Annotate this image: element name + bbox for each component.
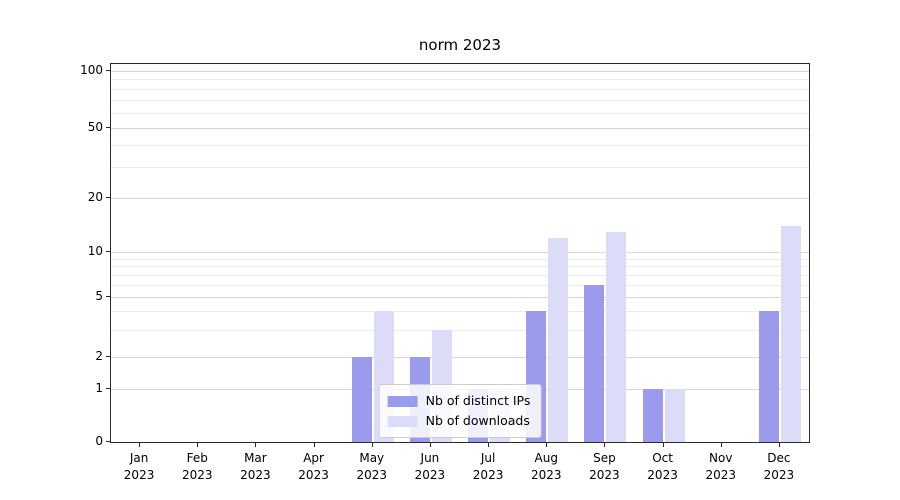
x-tick-label: Jul 2023 bbox=[472, 451, 504, 482]
y-tick-mark bbox=[106, 197, 110, 199]
x-tick-label: May 2023 bbox=[356, 451, 388, 482]
legend-row-downloads: Nb of downloads bbox=[387, 411, 531, 431]
y-tick-mark bbox=[106, 295, 110, 297]
gridline-major bbox=[111, 251, 809, 253]
bar-distinct-ips bbox=[584, 285, 605, 442]
bar-distinct-ips bbox=[642, 389, 663, 442]
y-tick-label: 10 bbox=[87, 243, 103, 258]
x-tick-label: Sep 2023 bbox=[589, 451, 620, 482]
x-tick-mark bbox=[604, 443, 606, 447]
y-tick-label: 5 bbox=[95, 288, 103, 303]
y-tick-label: 100 bbox=[80, 62, 103, 77]
gridline-minor bbox=[111, 258, 809, 260]
bar-distinct-ips bbox=[758, 311, 779, 442]
y-tick-mark bbox=[106, 69, 110, 71]
x-tick-label: Oct 2023 bbox=[647, 451, 678, 482]
gridline-major bbox=[111, 296, 809, 298]
chart-title: norm 2023 bbox=[418, 36, 502, 54]
bar-downloads bbox=[548, 237, 569, 442]
y-tick-mark bbox=[106, 250, 110, 252]
y-tick-label: 50 bbox=[87, 119, 103, 134]
gridline-minor bbox=[111, 275, 809, 276]
gridline-minor bbox=[111, 330, 809, 332]
x-tick-mark bbox=[313, 443, 315, 447]
gridline-minor bbox=[111, 166, 809, 168]
legend-label-distinct-ips: Nb of distinct IPs bbox=[425, 393, 531, 408]
gridline-minor bbox=[111, 89, 809, 91]
y-tick-label: 20 bbox=[87, 190, 103, 205]
gridline-major bbox=[111, 127, 809, 129]
y-tick-label: 2 bbox=[95, 348, 103, 363]
y-tick-mark bbox=[106, 355, 110, 357]
plot-area: Nb of distinct IPs Nb of downloads bbox=[110, 63, 810, 443]
y-tick-mark bbox=[106, 126, 110, 128]
y-tick-mark bbox=[106, 388, 110, 390]
x-tick-mark bbox=[429, 443, 431, 447]
legend: Nb of distinct IPs Nb of downloads bbox=[378, 384, 542, 438]
gridline-minor bbox=[111, 144, 809, 146]
gridline-major bbox=[111, 70, 809, 72]
x-tick-label: Dec 2023 bbox=[763, 451, 795, 482]
legend-row-distinct-ips: Nb of distinct IPs bbox=[387, 391, 531, 411]
x-tick-mark bbox=[139, 443, 141, 447]
x-tick-label: Nov 2023 bbox=[705, 451, 737, 482]
legend-label-downloads: Nb of downloads bbox=[425, 413, 530, 428]
bar-distinct-ips bbox=[351, 356, 372, 442]
x-tick-label: Jun 2023 bbox=[414, 451, 446, 482]
x-tick-label: Aug 2023 bbox=[530, 451, 562, 482]
x-tick-mark bbox=[662, 443, 664, 447]
gridline-minor bbox=[111, 266, 809, 268]
y-tick-label: 0 bbox=[95, 434, 103, 448]
gridline-minor bbox=[111, 285, 809, 287]
y-tick-mark bbox=[106, 441, 110, 442]
gridline-minor bbox=[111, 112, 809, 114]
x-tick-label: Jan 2023 bbox=[123, 451, 155, 482]
x-tick-mark bbox=[720, 443, 722, 447]
gridline-major bbox=[111, 198, 809, 200]
bar-downloads bbox=[780, 225, 801, 442]
gridline-minor bbox=[111, 311, 809, 313]
gridline-minor bbox=[111, 79, 809, 81]
x-tick-label: Mar 2023 bbox=[240, 451, 271, 482]
x-tick-mark bbox=[197, 443, 199, 447]
legend-swatch-distinct-ips bbox=[387, 395, 418, 407]
gridline-minor bbox=[111, 99, 809, 101]
x-tick-label: Apr 2023 bbox=[298, 451, 329, 482]
bar-downloads bbox=[606, 231, 627, 442]
x-tick-mark bbox=[255, 443, 257, 447]
bar-downloads bbox=[664, 389, 685, 442]
x-tick-mark bbox=[546, 443, 548, 447]
x-tick-mark bbox=[488, 443, 490, 447]
y-tick-label: 1 bbox=[95, 381, 103, 396]
legend-swatch-downloads bbox=[387, 415, 418, 427]
x-tick-mark bbox=[778, 443, 780, 447]
x-tick-label: Feb 2023 bbox=[181, 451, 213, 482]
gridline-major bbox=[111, 356, 809, 358]
x-tick-mark bbox=[371, 443, 373, 447]
